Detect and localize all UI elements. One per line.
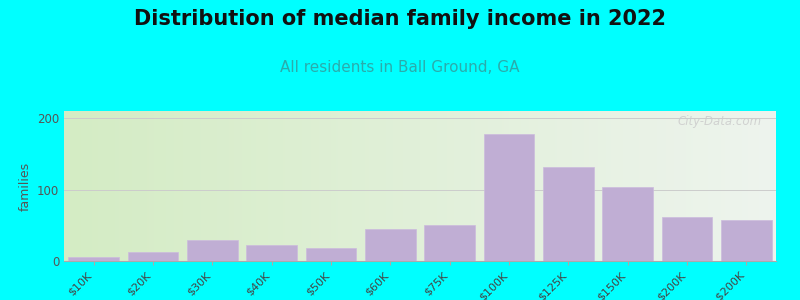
Bar — [662, 217, 712, 261]
Bar — [69, 257, 119, 261]
Bar — [246, 245, 297, 261]
Bar — [721, 220, 771, 261]
Bar — [187, 240, 238, 261]
Bar — [484, 134, 534, 261]
Text: Distribution of median family income in 2022: Distribution of median family income in … — [134, 9, 666, 29]
Bar — [543, 167, 594, 261]
Bar — [306, 248, 356, 261]
Bar — [365, 229, 415, 261]
Text: City-Data.com: City-Data.com — [678, 116, 762, 128]
Y-axis label: families: families — [18, 161, 31, 211]
Bar — [128, 252, 178, 261]
Bar — [602, 187, 653, 261]
Text: All residents in Ball Ground, GA: All residents in Ball Ground, GA — [280, 60, 520, 75]
Bar — [425, 225, 475, 261]
